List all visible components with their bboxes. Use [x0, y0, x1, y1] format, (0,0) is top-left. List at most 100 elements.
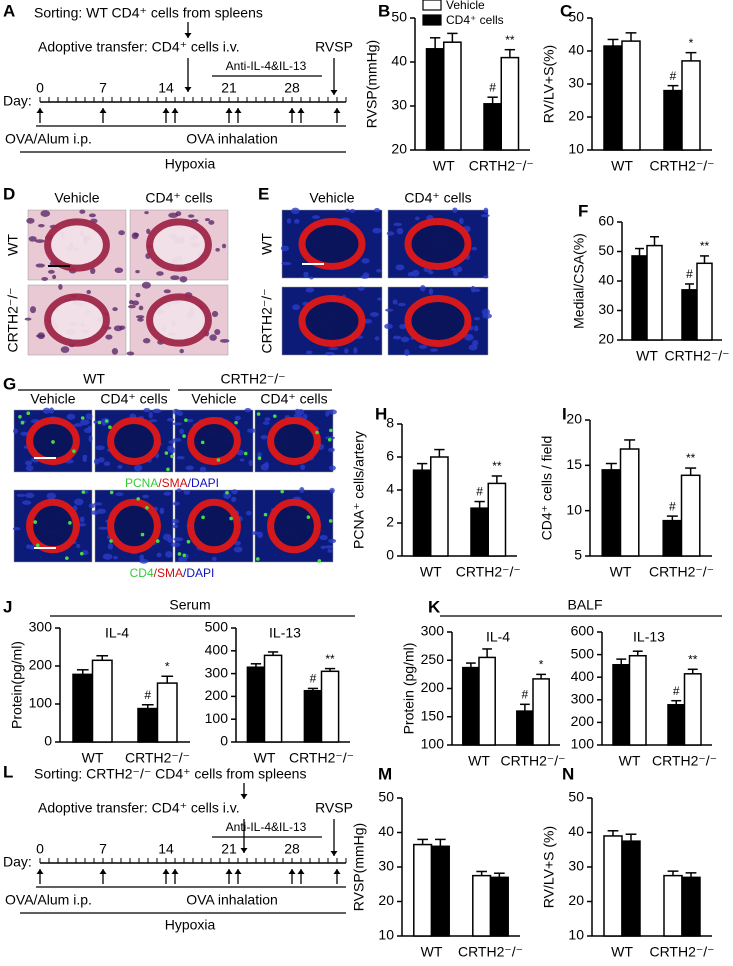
nucleus: [103, 461, 111, 466]
nucleus: [418, 344, 428, 349]
nucleus: [179, 348, 185, 354]
nucleus: [128, 305, 136, 309]
vessel-wall: [404, 295, 472, 347]
bar: [628, 654, 647, 746]
nucleus: [138, 305, 144, 311]
error-bar: [429, 37, 441, 49]
day-label: 14: [158, 80, 174, 96]
bar: [487, 482, 507, 557]
nucleus: [411, 269, 420, 277]
stain-dot: [164, 451, 169, 455]
bar: [681, 876, 701, 937]
nucleus: [141, 281, 151, 289]
arrow-head: [330, 851, 338, 856]
timeline-text: Anti-IL-4&IL-13: [226, 820, 307, 834]
stain-name: /SMA: [154, 566, 183, 580]
bar: [483, 103, 502, 151]
micrograph: [251, 486, 337, 563]
nucleus: [264, 417, 271, 422]
vessel-wall: [107, 417, 161, 465]
column-label: Vehicle: [309, 190, 354, 206]
nucleus: [60, 346, 70, 353]
nucleus: [135, 270, 140, 274]
bar: [683, 673, 702, 746]
nucleus: [344, 348, 349, 354]
nucleus: [13, 428, 18, 434]
stain-dot: [18, 414, 22, 419]
nucleus: [28, 236, 37, 242]
column-label: CD4⁺ cells: [100, 391, 167, 407]
y-tick-label: 50: [391, 9, 407, 25]
bar: [263, 654, 283, 743]
significance-label: *: [689, 36, 694, 50]
x-tick-label: CRTH2⁻/⁻: [125, 750, 190, 766]
nucleus: [299, 486, 305, 494]
error-bar: [447, 32, 458, 43]
nucleus: [257, 452, 262, 458]
stain-dot: [109, 490, 114, 495]
y-tick-label: 5: [574, 547, 582, 563]
x-tick-label: CRTH2⁻/⁻: [649, 944, 714, 960]
stain-dot: [225, 490, 229, 495]
day-label: 0: [36, 80, 44, 96]
nucleus: [392, 299, 398, 305]
stain-dot: [182, 553, 187, 558]
nucleus: [176, 455, 185, 460]
nucleus: [35, 263, 45, 268]
y-tick-label: 30: [598, 301, 614, 317]
nucleus: [211, 310, 219, 318]
stain-dot: [273, 414, 277, 418]
y-tick-label: 10: [566, 501, 582, 517]
x-tick-label: CRTH2⁻/⁻: [469, 158, 534, 174]
nucleus: [482, 275, 489, 279]
significance-label: #: [669, 499, 676, 513]
bar: [430, 456, 449, 557]
significance-label: #: [673, 684, 680, 698]
nucleus: [208, 220, 215, 225]
nucleus: [90, 510, 100, 515]
nucleus: [88, 213, 96, 218]
timeline-text: Hypoxia: [165, 156, 216, 172]
x-tick-label: WT: [610, 564, 632, 580]
nucleus: [234, 415, 241, 421]
vessel-wall: [404, 218, 472, 270]
nucleus: [34, 239, 45, 243]
vessel-wall: [187, 417, 241, 465]
y-tick-label: 500: [571, 645, 595, 661]
y-tick-label: 30: [378, 858, 394, 874]
vessel-wall: [44, 218, 110, 272]
error-bar: [434, 448, 445, 457]
error-bar: [607, 830, 619, 836]
arrow-head: [171, 108, 179, 113]
y-tick-label: 500: [205, 619, 229, 635]
significance-label: *: [539, 658, 544, 672]
nucleus: [483, 207, 489, 214]
nucleus: [377, 297, 382, 301]
error-bar: [417, 838, 428, 845]
nucleus: [470, 285, 476, 293]
stain-dot: [108, 425, 112, 430]
error-bar: [466, 662, 476, 668]
nucleus: [300, 464, 306, 470]
nucleus: [328, 538, 337, 544]
nucleus: [26, 544, 31, 550]
panel-letter: J: [3, 597, 12, 616]
stain-dot: [200, 440, 205, 445]
nucleus: [233, 546, 243, 553]
y-tick-label: 6: [386, 448, 394, 464]
y-tick-label: 2: [386, 514, 394, 530]
y-tick-label: 30: [391, 97, 407, 113]
significance-label: **: [688, 652, 698, 666]
nucleus: [111, 347, 119, 355]
x-tick-label: WT: [611, 944, 633, 960]
bar: [91, 659, 113, 743]
y-tick-label: 100: [205, 710, 229, 726]
stain-dot: [256, 412, 261, 416]
nucleus: [156, 271, 164, 276]
significance-label: *: [165, 659, 170, 673]
legend-swatch: [422, 0, 442, 11]
nucleus: [320, 545, 327, 550]
nucleus: [345, 208, 350, 213]
nucleus: [257, 531, 263, 539]
nucleus: [93, 420, 98, 424]
